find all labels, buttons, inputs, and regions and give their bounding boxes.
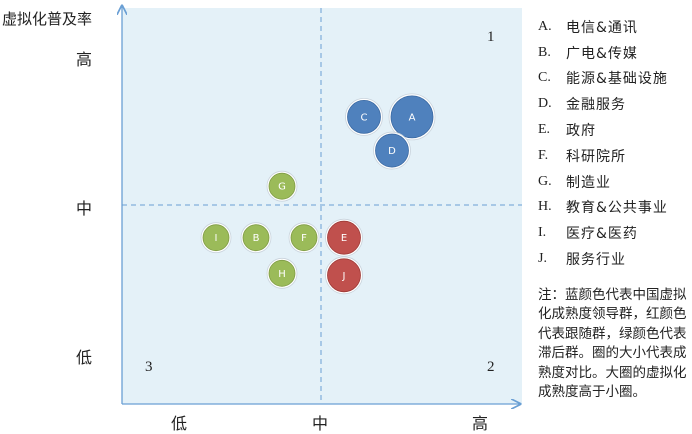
x-tick-high: 高 [472, 414, 489, 433]
x-tick-mid: 中 [312, 414, 329, 433]
plot-area [122, 8, 522, 404]
data-point-a: A [388, 93, 436, 141]
data-point-i: I [200, 222, 232, 254]
point-label: E [341, 233, 347, 244]
data-point-e: E [325, 218, 363, 257]
data-point-g: G [266, 170, 298, 202]
legend-item: G. 制造业 [538, 169, 668, 195]
point-circle [347, 100, 381, 134]
legend-key: F. [538, 147, 549, 163]
legend-text: 金融服务 [566, 97, 626, 114]
point-circle [202, 224, 230, 252]
legend-item: I. 医疗&医药 [538, 220, 668, 246]
legend-key: E. [538, 122, 551, 138]
point-label: F [301, 233, 307, 244]
point-circle [327, 220, 361, 255]
y-tick-high: 高 [76, 50, 93, 69]
y-tick-mid: 中 [76, 199, 93, 218]
legend-text: 政府 [566, 123, 596, 140]
legend-key: D. [538, 96, 552, 112]
legend-item: E. 政府 [538, 117, 668, 143]
legend-item: B. 广电&传媒 [538, 40, 668, 66]
legend-key: A. [538, 18, 552, 34]
legend-text: 能源&基础设施 [566, 71, 668, 88]
point-label: G [278, 182, 286, 193]
chart-note: 注：蓝颜色代表中国虚拟化成熟度领导群，红颜色代表跟随群，绿颜色代表滞后群。圈的大… [538, 287, 687, 401]
point-label: C [361, 112, 368, 123]
legend-text: 制造业 [566, 174, 611, 191]
legend: A. 电信&通讯 B. 广电&传媒 C. 能源&基础设施 D. 金融服务 E. 政府 F.… [538, 14, 668, 272]
legend-key: I. [538, 225, 547, 241]
point-label: H [278, 269, 286, 280]
point-circle [242, 224, 270, 252]
point-circle [375, 133, 409, 168]
quadrant-3-label: 3 [145, 359, 153, 375]
legend-text: 电信&通讯 [566, 19, 638, 36]
legend-text: 广电&传媒 [566, 45, 638, 62]
legend-key: C. [538, 70, 551, 86]
point-circle [268, 172, 296, 200]
quadrant-2-label: 2 [487, 359, 495, 375]
point-circle [390, 95, 434, 139]
legend-item: J. 服务行业 [538, 246, 668, 272]
point-circle [327, 258, 361, 293]
legend-key: G. [538, 173, 552, 189]
data-point-f: F [288, 222, 320, 254]
legend-item: C. 能源&基础设施 [538, 66, 668, 92]
point-label: B [253, 233, 260, 244]
data-point-c: C [345, 98, 383, 136]
data-point-j: J [325, 256, 363, 295]
point-label: D [388, 146, 396, 157]
legend-text: 服务行业 [566, 252, 626, 269]
legend-text: 科研院所 [566, 148, 626, 165]
legend-item: A. 电信&通讯 [538, 14, 668, 40]
point-circle [290, 224, 318, 252]
data-point-b: B [240, 222, 272, 254]
data-point-d: D [373, 131, 411, 170]
x-tick-low: 低 [171, 414, 188, 433]
data-point-h: H [266, 257, 298, 289]
legend-key: H. [538, 199, 552, 215]
legend-item: F. 科研院所 [538, 143, 668, 169]
y-axis-label: 虚拟化普及率 [2, 10, 93, 28]
point-circle [268, 259, 296, 287]
legend-key: J. [538, 251, 547, 267]
legend-key: B. [538, 44, 551, 60]
legend-item: H. 教育&公共事业 [538, 195, 668, 221]
point-label: J [342, 271, 346, 282]
point-label: I [215, 233, 218, 244]
legend-text: 医疗&医药 [566, 226, 638, 243]
data-points: A C D G I B F E H J [200, 93, 436, 295]
legend-text: 教育&公共事业 [566, 200, 668, 217]
y-tick-low: 低 [76, 348, 93, 367]
legend-item: D. 金融服务 [538, 91, 668, 117]
point-label: A [409, 112, 416, 123]
quadrant-1-label: 1 [487, 29, 495, 45]
